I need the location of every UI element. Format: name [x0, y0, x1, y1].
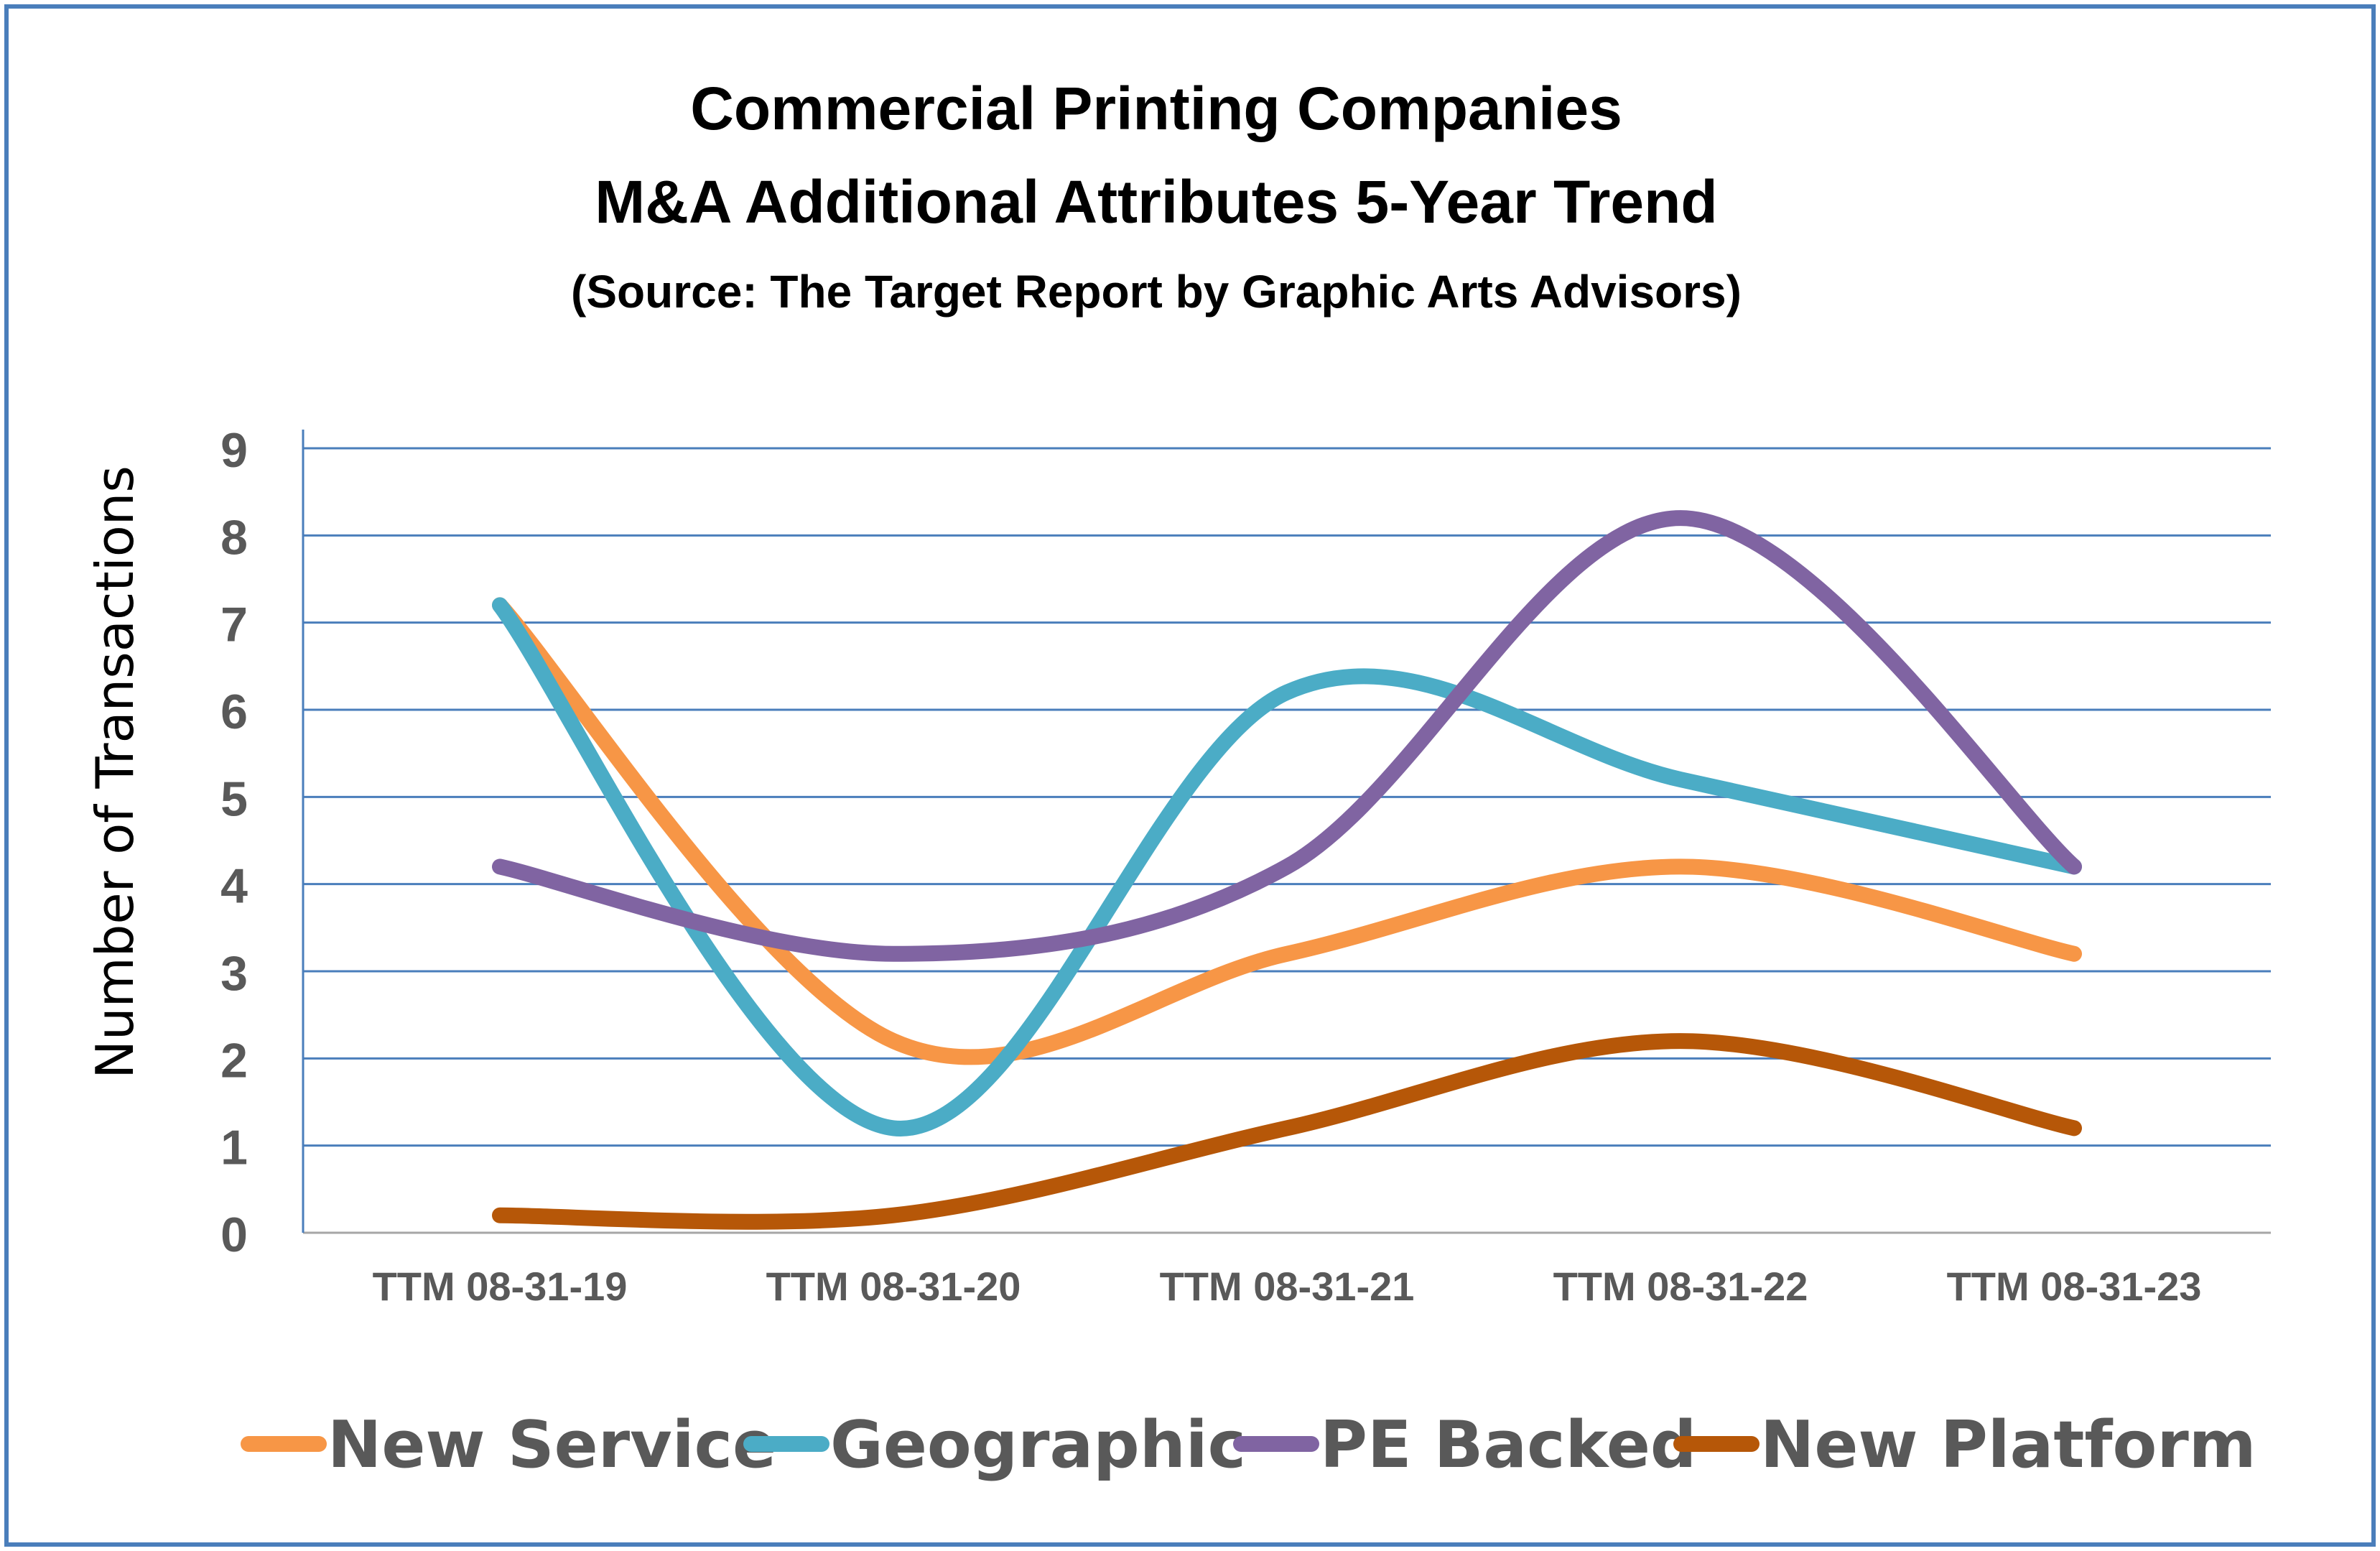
gridlines	[302, 430, 2271, 1234]
chart-source: (Source: The Target Report by Graphic Ar…	[571, 266, 1742, 318]
x-tick-label: TTM 08-31-20	[766, 1264, 1021, 1309]
legend-label-pe-backed: PE Backed	[1320, 1407, 1696, 1483]
y-tick-label: 2	[220, 1033, 248, 1088]
legend: New Service Geographic PE Backed New Platfo…	[241, 1407, 2256, 1483]
y-tick-label: 0	[220, 1208, 248, 1262]
x-tick-label: TTM 08-31-23	[1947, 1264, 2202, 1309]
legend-label-new-platform: New Platform	[1760, 1407, 2256, 1483]
y-axis-ticks: 0 1 2 3 4 5 6 7 8 9	[220, 423, 248, 1262]
y-tick-label: 1	[220, 1121, 248, 1175]
y-axis-label: Number of Transactions	[85, 466, 145, 1079]
y-tick-label: 5	[220, 772, 248, 826]
x-tick-label: TTM 08-31-21	[1160, 1264, 1415, 1309]
chart-title: Commercial Printing Companies	[690, 75, 1622, 142]
series-line-new-service	[492, 597, 2082, 1065]
legend-label-geographic: Geographic	[830, 1407, 1246, 1483]
y-tick-label: 3	[220, 946, 248, 1001]
x-axis-ticks: TTM 08-31-19 TTM 08-31-20 TTM 08-31-21 TTM …	[373, 1264, 2202, 1309]
x-tick-label: TTM 08-31-22	[1553, 1264, 1808, 1309]
legend-label-new-service: New Service	[327, 1407, 776, 1483]
y-tick-label: 7	[220, 598, 248, 652]
y-tick-label: 8	[220, 510, 248, 565]
y-tick-label: 4	[220, 859, 248, 914]
series-line-new-platform	[492, 1033, 2082, 1230]
chart-subtitle: M&A Additional Attributes 5-Year Trend	[595, 168, 1717, 236]
x-tick-label: TTM 08-31-19	[373, 1264, 628, 1309]
y-tick-label: 6	[220, 685, 248, 739]
y-tick-label: 9	[220, 423, 248, 478]
series-line-pe-backed	[492, 510, 2082, 962]
series-lines	[492, 510, 2082, 1230]
series-line-geographic	[492, 597, 2082, 1136]
